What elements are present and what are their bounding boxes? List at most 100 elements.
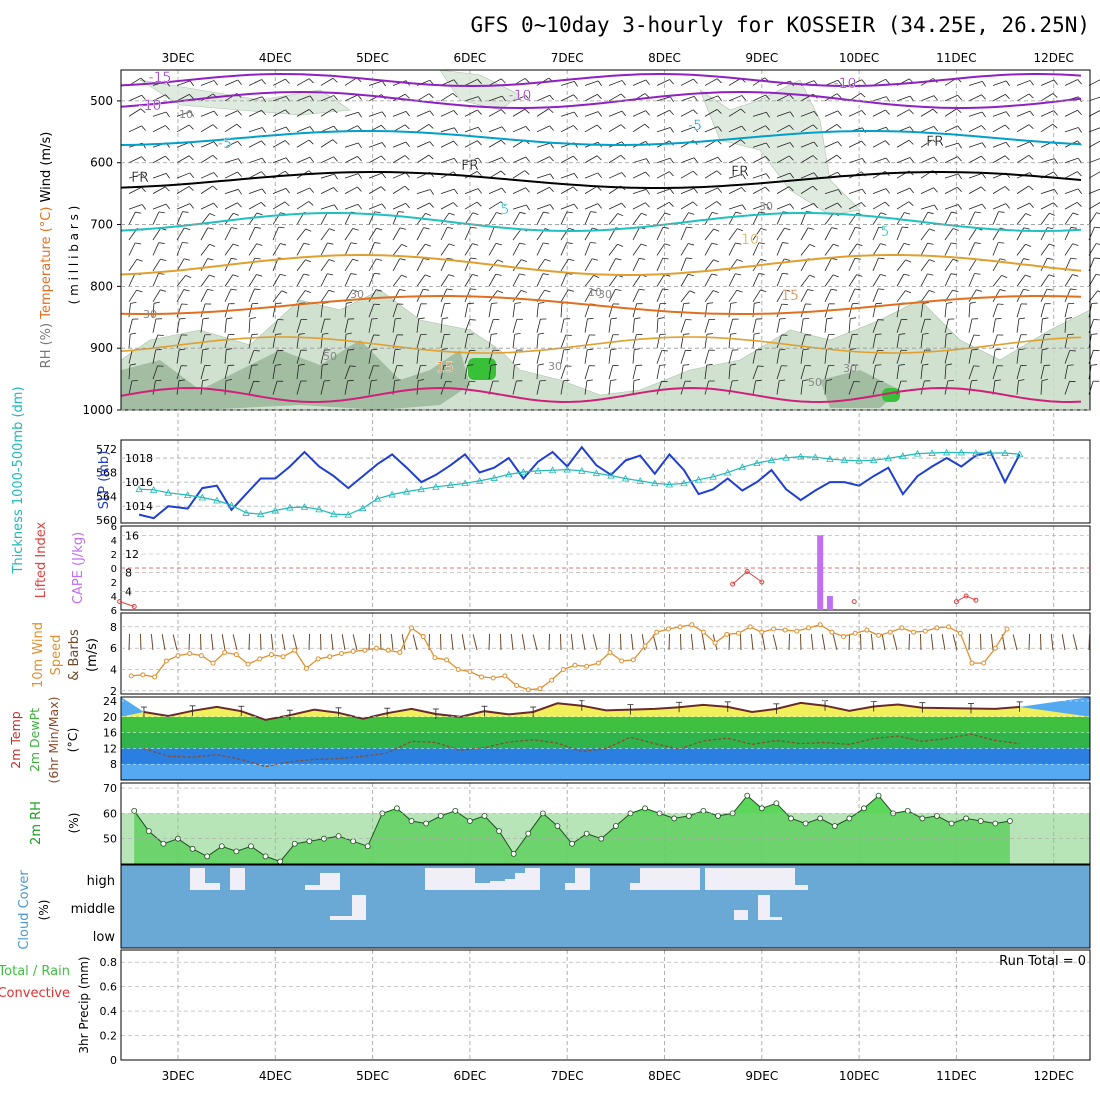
wind-barb [344, 203, 359, 210]
wind-barb-flag [281, 290, 288, 294]
wind-barb [560, 211, 568, 225]
thickness-marker [257, 510, 265, 518]
temp-axis-label: 2m DewPt [27, 708, 42, 772]
wind-barb-flag [333, 95, 338, 101]
wind-barb [632, 110, 646, 117]
wind-barb [200, 349, 204, 364]
wind-barb-10m [832, 634, 838, 651]
wind-barb-flag [596, 124, 602, 130]
isotherm-label: 15 [781, 288, 799, 304]
wind-barb [152, 186, 166, 194]
wind-barb [536, 186, 550, 194]
wind-barb-flag [981, 111, 986, 118]
wind-barb [1064, 350, 1071, 364]
wind-barb-flag [645, 189, 650, 195]
wind-barb [224, 243, 234, 256]
wind-barb-flag [308, 201, 314, 206]
wind-barb [152, 111, 167, 117]
wind-barb-flag [284, 140, 290, 146]
wind-barb [728, 319, 734, 333]
wind-barb-flag [543, 211, 550, 214]
wind-barb-flag [1042, 317, 1049, 320]
wind-barb-flag [514, 302, 521, 304]
wind-barb [968, 173, 983, 179]
thickness-marker [184, 491, 192, 499]
rh2m-marker [218, 843, 225, 850]
wind-barb [656, 79, 670, 86]
wind-barb [824, 202, 838, 210]
wind-barb [488, 365, 492, 380]
wind-barb [752, 318, 757, 333]
wind-barb [560, 289, 569, 303]
wind-barb [920, 319, 926, 333]
cape-tick-label: 16 [125, 529, 139, 542]
wind-barb-flag [880, 273, 887, 277]
wind-barb-flag [994, 379, 1001, 382]
wind-barb [680, 95, 695, 102]
wind-barb-flag [711, 212, 718, 215]
wind-barb [728, 139, 741, 148]
wind-barb-flag [837, 202, 842, 208]
thickness-marker [286, 503, 294, 511]
wind-barb-flag [662, 257, 669, 260]
wind-barb-10m [128, 633, 131, 651]
wind-barb-10m [232, 634, 238, 651]
wind-speed-marker [770, 626, 776, 632]
rh-shade [139, 79, 351, 116]
wind-barb [272, 319, 278, 333]
wind-barb-10m [139, 633, 142, 651]
li-marker [744, 569, 750, 574]
thickness-marker [636, 477, 644, 484]
wind-barb [344, 273, 352, 287]
wind-barb-flag [213, 202, 218, 208]
wind-barb [320, 139, 333, 148]
wind-barb-flag [549, 125, 554, 131]
wind-barb [224, 202, 238, 210]
wind-barb-flag [188, 186, 194, 191]
wind-barb [968, 242, 976, 256]
wind-barb-flag [826, 379, 833, 381]
wind-barb [392, 349, 396, 364]
wind-speed-marker [140, 672, 146, 678]
wind-barb [728, 228, 738, 241]
wind-barb-flag [308, 139, 314, 145]
rh2m-tick-label: 70 [103, 782, 117, 795]
wind-barb-flag [621, 172, 626, 178]
wind-barb [968, 303, 971, 318]
wind-barb-flag [285, 109, 290, 115]
rh2m-marker [934, 813, 940, 819]
y-tick-label: 600 [90, 156, 113, 170]
wind-barb [632, 202, 646, 210]
wind-barb-flag [357, 94, 362, 100]
wind-speed-marker [128, 673, 134, 679]
wind-barb [392, 227, 401, 241]
wind-barb [608, 110, 623, 117]
wind-barb [800, 141, 815, 148]
wind-barb-flag [1025, 213, 1032, 217]
wind-barb-flag [476, 201, 482, 207]
wind-barb-flag [688, 243, 695, 246]
wind-barb [296, 290, 306, 303]
wind-barb-flag [566, 211, 573, 214]
wind-barb [1040, 93, 1054, 102]
wind-barb [656, 334, 661, 349]
wind-barb [392, 211, 399, 225]
wind-barb-10m [870, 634, 874, 651]
wind-speed-marker [467, 669, 473, 675]
wind-barb [512, 108, 526, 117]
wind-barb-10m [761, 634, 766, 651]
wind-barb-flag [1095, 273, 1100, 276]
wind-barb-flag [596, 155, 602, 161]
wind-barb [368, 111, 383, 117]
cloud-mid-bar [770, 917, 782, 920]
thickness-marker [753, 459, 761, 467]
wind-barb [1040, 380, 1043, 395]
thickness-tick-label: 572 [96, 443, 117, 456]
wind-barb [728, 365, 731, 380]
wind-barb-flag [837, 110, 842, 116]
wind-barb-flag [735, 242, 742, 245]
wind-barb [392, 244, 402, 256]
wind-barb [728, 187, 742, 194]
wind-barb [992, 211, 999, 225]
wind-barb [896, 243, 905, 256]
